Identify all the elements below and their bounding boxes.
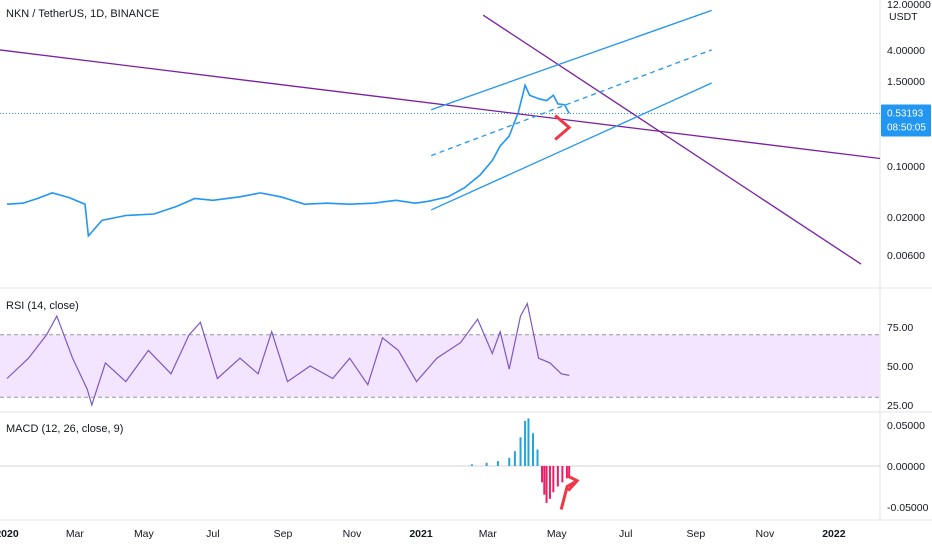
- macd-histogram-bar: [556, 466, 559, 487]
- time-tick-label: 2022: [822, 528, 846, 540]
- price-tick-label: 4.00000: [887, 45, 925, 57]
- time-tick-label: Sep: [274, 528, 293, 540]
- macd-histogram-bar: [470, 464, 473, 466]
- price-tick-label: 0.10000: [887, 161, 925, 173]
- macd-histogram-bar: [568, 466, 571, 476]
- rsi-tick-label: 75.00: [887, 322, 913, 334]
- time-tick-label: Nov: [343, 528, 362, 540]
- last-price-label: 0.53193: [887, 109, 924, 120]
- macd-pane-title: MACD (12, 26, close, 9): [6, 423, 124, 435]
- rsi-tick-label: 25.00: [887, 400, 913, 412]
- last-price-badge: [881, 104, 931, 137]
- rsi-pane-title: RSI (14, close): [6, 300, 79, 312]
- macd-tick-label: 0.00000: [887, 461, 925, 473]
- macd-histogram-bar: [508, 457, 511, 466]
- price-series-line: [6, 82, 570, 238]
- macd-histogram-bar: [519, 437, 522, 466]
- red-chevron-annotation-icon[interactable]: [554, 114, 572, 141]
- macd-histogram-bar: [541, 466, 544, 483]
- macd-tick-label: -0.05000: [887, 502, 929, 514]
- rsi-tick-label: 50.00: [887, 361, 913, 373]
- time-tick-label: 2020: [0, 528, 19, 540]
- macd-histogram-bar: [524, 420, 527, 466]
- macd-histogram-bar: [485, 462, 488, 466]
- time-tick-label: May: [547, 528, 568, 540]
- macd-histogram-bar: [536, 449, 539, 466]
- channel-lower-line[interactable]: [430, 82, 712, 211]
- macd-histogram-bar: [543, 466, 546, 495]
- price-unit-label: USDT: [889, 11, 918, 23]
- time-tick-label: May: [134, 528, 155, 540]
- channel-mid-line[interactable]: [430, 49, 712, 157]
- time-tick-label: Sep: [687, 528, 706, 540]
- macd-histogram-bar: [548, 466, 551, 499]
- time-tick-label: 2021: [409, 528, 433, 540]
- trendline-drawing[interactable]: [482, 14, 862, 265]
- macd-histogram-bar: [527, 418, 530, 466]
- price-pane-title: NKN / TetherUS, 1D, BINANCE: [6, 8, 160, 20]
- macd-tick-label: 0.05000: [887, 420, 925, 432]
- time-tick-label: Mar: [479, 528, 498, 540]
- price-tick-label: 12.00000: [887, 0, 931, 11]
- macd-histogram-bar: [552, 466, 555, 493]
- time-tick-label: Mar: [66, 528, 85, 540]
- red-zigzag-arrowhead-icon[interactable]: [566, 474, 580, 492]
- price-tick-label: 0.02000: [887, 212, 925, 224]
- time-tick-label: Jul: [206, 528, 219, 540]
- countdown-label: 08:50:05: [887, 123, 926, 134]
- channel-upper-line[interactable]: [430, 9, 712, 111]
- rsi-band-background: [0, 334, 880, 398]
- macd-histogram-bar: [496, 461, 499, 466]
- macd-histogram-bar: [561, 466, 564, 483]
- macd-histogram-bar: [565, 466, 568, 479]
- time-tick-label: Nov: [756, 528, 775, 540]
- macd-histogram-bar: [513, 451, 516, 466]
- macd-histogram-bar: [545, 466, 548, 503]
- macd-histogram-bar: [531, 433, 534, 466]
- price-tick-label: 0.00600: [887, 250, 925, 262]
- trendline-drawing[interactable]: [0, 49, 896, 161]
- rsi-series-line: [6, 301, 570, 408]
- time-tick-label: Jul: [619, 528, 632, 540]
- price-tick-label: 1.50000: [887, 76, 925, 88]
